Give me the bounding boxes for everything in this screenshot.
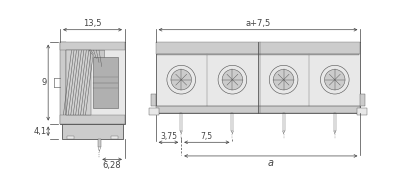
Text: 13,5: 13,5 bbox=[83, 19, 102, 28]
Text: 3,75: 3,75 bbox=[160, 132, 177, 141]
Polygon shape bbox=[156, 42, 360, 54]
Circle shape bbox=[324, 69, 345, 90]
Polygon shape bbox=[60, 115, 125, 124]
Polygon shape bbox=[62, 124, 123, 139]
Polygon shape bbox=[98, 139, 100, 147]
Polygon shape bbox=[111, 136, 118, 139]
Polygon shape bbox=[156, 42, 360, 113]
Circle shape bbox=[222, 69, 243, 90]
Circle shape bbox=[273, 69, 294, 90]
Text: 6,28: 6,28 bbox=[103, 161, 122, 170]
Polygon shape bbox=[92, 57, 118, 108]
Polygon shape bbox=[66, 50, 91, 115]
Circle shape bbox=[218, 65, 247, 94]
Polygon shape bbox=[150, 94, 156, 106]
Polygon shape bbox=[60, 42, 125, 124]
Polygon shape bbox=[156, 106, 360, 113]
Polygon shape bbox=[67, 136, 74, 139]
Text: 9: 9 bbox=[41, 78, 46, 87]
Text: a+7,5: a+7,5 bbox=[245, 19, 271, 28]
Polygon shape bbox=[157, 54, 359, 55]
Text: 4,1: 4,1 bbox=[33, 127, 46, 136]
Polygon shape bbox=[357, 108, 367, 115]
Polygon shape bbox=[60, 42, 125, 50]
Text: a: a bbox=[268, 158, 274, 168]
Text: 7,5: 7,5 bbox=[201, 132, 213, 141]
Polygon shape bbox=[60, 42, 66, 124]
Polygon shape bbox=[89, 50, 104, 71]
Polygon shape bbox=[149, 108, 159, 115]
Circle shape bbox=[320, 65, 349, 94]
Circle shape bbox=[171, 69, 192, 90]
Circle shape bbox=[269, 65, 298, 94]
Circle shape bbox=[167, 65, 196, 94]
Polygon shape bbox=[360, 94, 366, 106]
